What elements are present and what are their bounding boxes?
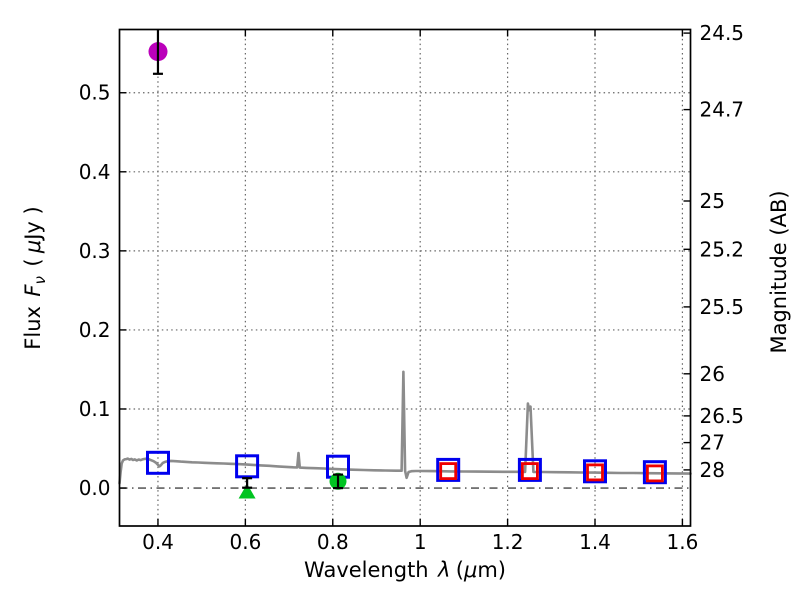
- right-y-axis-label: Magnitude (AB): [767, 190, 791, 354]
- error-bars: [152, 29, 344, 490]
- flux-F-symbol: F: [20, 284, 45, 297]
- left-y-axis-label: FluxFν(μJy ): [20, 206, 50, 350]
- x-tick-label: 1.2: [492, 530, 524, 554]
- blue-open-squares-markers: [146, 450, 667, 485]
- model-spectrum-line: [118, 370, 692, 485]
- y-tick-label-right: 25.5: [700, 295, 745, 319]
- blue-open-squares-marker: [642, 460, 667, 485]
- red-open-squares-marker: [646, 464, 664, 483]
- blue-open-squares-marker: [235, 454, 260, 479]
- y-tick-label-right: 26: [700, 362, 725, 386]
- x-tick-label: 0.6: [229, 530, 261, 554]
- nu-subscript: ν: [31, 276, 50, 285]
- x-tick-labels: 0.4 0.6 0.8 1 1.2 1.4 1.6: [142, 530, 698, 554]
- y-tick-label-right: 24.7: [700, 98, 745, 122]
- blue-open-squares-marker: [436, 457, 461, 482]
- y-tick-label-left: 0.5: [79, 81, 111, 105]
- x-tick-label: 1.6: [666, 530, 698, 554]
- lambda-symbol: λ: [438, 558, 451, 582]
- x-tick-label: 0.8: [317, 530, 349, 554]
- x-tick-label: 1: [414, 530, 427, 554]
- tick-marks: [119, 29, 691, 526]
- x-axis-label-text: Wavelength: [304, 558, 429, 582]
- x-axis-label: Wavelength λ (μm): [304, 558, 506, 582]
- mu-symbol: μ: [463, 558, 478, 582]
- left-y-tick-labels: 0.0 0.1 0.2 0.3 0.4 0.5: [79, 81, 111, 500]
- green-filled-triangle-marker: [238, 483, 256, 499]
- blue-open-squares-marker: [146, 450, 170, 475]
- y-tick-label-right: 25: [700, 189, 725, 213]
- y-tick-label-left: 0.1: [79, 397, 111, 421]
- red-open-squares-marker: [586, 463, 604, 482]
- blue-open-squares-marker: [583, 459, 607, 484]
- y-tick-label-right: 25.2: [700, 237, 745, 261]
- flux-label-text: Flux: [20, 306, 45, 350]
- red-open-squares-marker: [521, 462, 539, 481]
- y-tick-label-right: 24.5: [700, 21, 745, 45]
- blue-open-squares-marker: [517, 457, 542, 482]
- green-filled-triangle-markers: [238, 483, 256, 499]
- y-tick-label-right: 26.5: [700, 404, 745, 428]
- y-tick-label-left: 0.2: [79, 318, 111, 342]
- y-tick-label-left: 0.4: [79, 160, 111, 184]
- red-open-squares-marker: [439, 462, 458, 481]
- plot-border: [118, 28, 692, 527]
- y-tick-label-right: 27: [700, 431, 725, 455]
- right-y-tick-labels: 24.5 24.7 25 25.2 25.5 26 26.5 27 28: [700, 21, 745, 482]
- x-tick-label: 1.4: [579, 530, 611, 554]
- gridlines: [119, 29, 691, 526]
- y-tick-label-right: 28: [700, 458, 725, 482]
- red-open-squares-markers: [439, 462, 664, 483]
- mu-symbol-flux-unit: μ: [20, 239, 45, 254]
- x-tick-label: 0.4: [142, 530, 174, 554]
- y-tick-label-left: 0.0: [79, 476, 111, 500]
- y-tick-label-left: 0.3: [79, 239, 111, 263]
